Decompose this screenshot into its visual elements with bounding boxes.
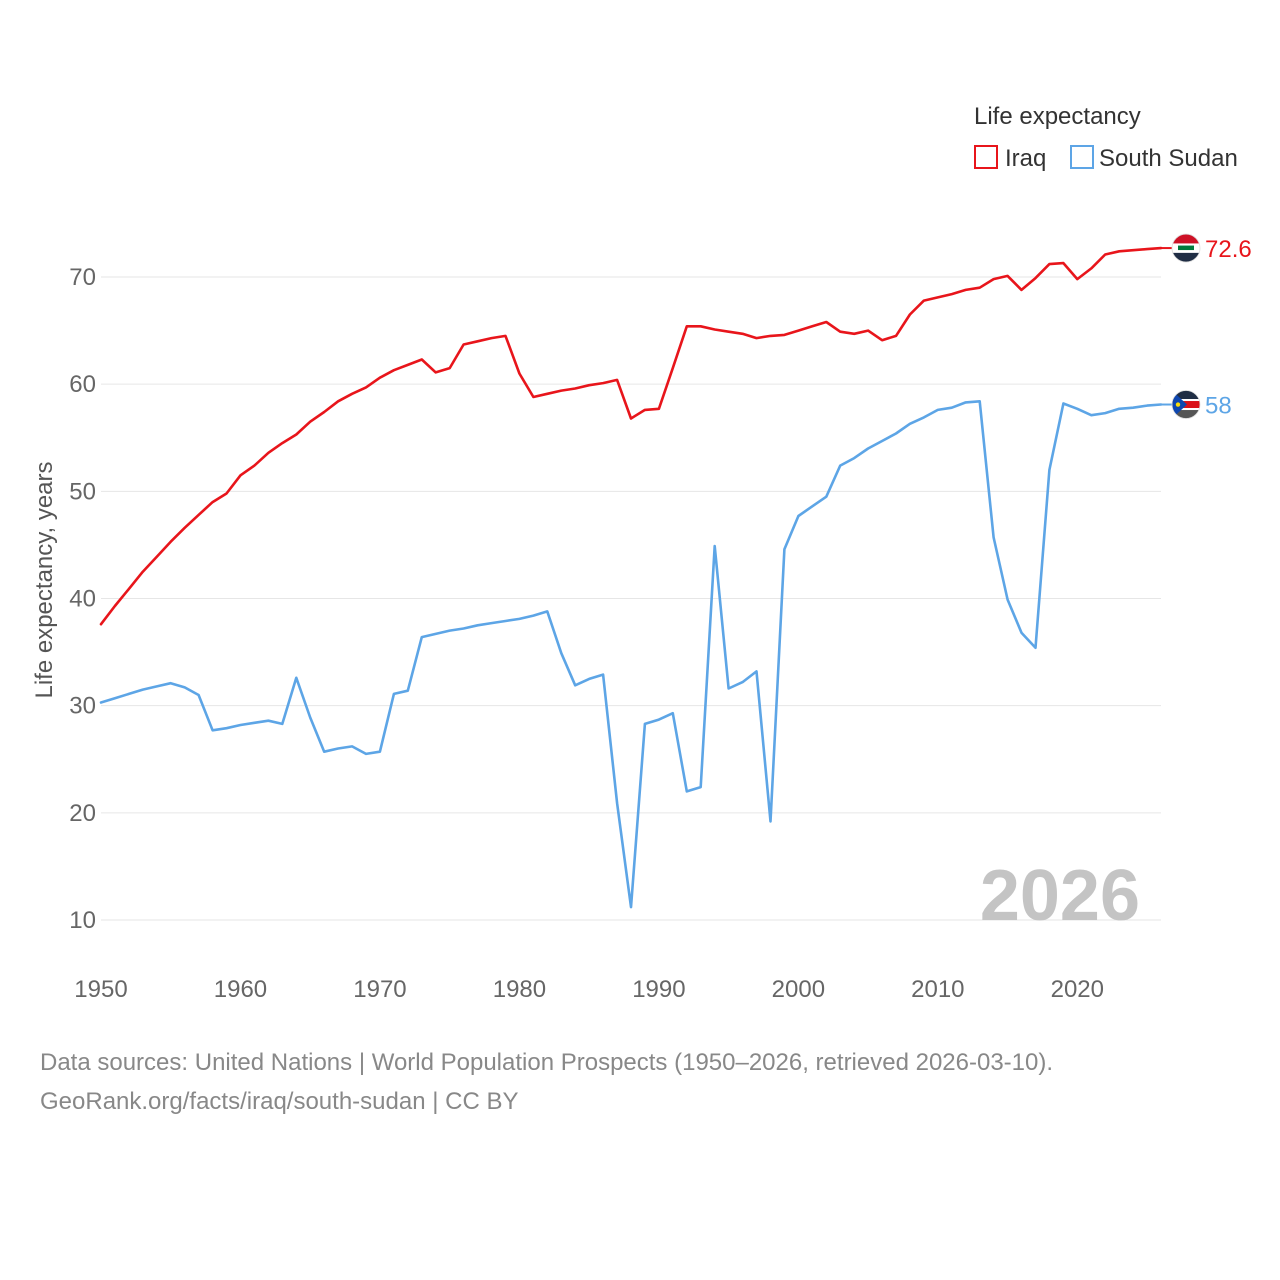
series-line-south-sudan[interactable] xyxy=(99,399,1163,909)
data-source-text: Data sources: United Nations | World Pop… xyxy=(40,1049,1054,1076)
legend-title: Life expectancy xyxy=(974,103,1141,130)
legend-label-iraq: Iraq xyxy=(1005,145,1046,172)
year-watermark: 2026 xyxy=(980,856,1140,936)
legend-item-south-sudan[interactable]: South Sudan xyxy=(1070,145,1238,172)
end-markers: 72.6 58 xyxy=(1161,233,1252,420)
legend-swatch-south-sudan xyxy=(1070,145,1094,169)
iraq-flag-icon xyxy=(1171,233,1201,263)
y-tick-label: 30 xyxy=(69,693,96,720)
y-axis: 10 20 30 40 50 60 70 xyxy=(69,264,96,934)
end-value-label-iraq: 72.6 xyxy=(1205,236,1252,263)
x-tick-label: 1980 xyxy=(493,976,546,1003)
x-tick-label: 2020 xyxy=(1051,976,1104,1003)
y-tick-label: 70 xyxy=(69,264,96,291)
series-line-iraq[interactable] xyxy=(99,246,1163,626)
y-tick-label: 40 xyxy=(69,586,96,613)
series-lines xyxy=(99,246,1163,909)
south-sudan-flag-icon xyxy=(1171,390,1201,419)
x-tick-label: 1960 xyxy=(214,976,267,1003)
x-tick-label: 1970 xyxy=(353,976,406,1003)
footer: Data sources: United Nations | World Pop… xyxy=(40,1043,1053,1121)
grid-lines xyxy=(101,276,1161,921)
x-tick-label: 2010 xyxy=(911,976,964,1003)
y-tick-label: 10 xyxy=(69,907,96,934)
legend-label-south-sudan: South Sudan xyxy=(1099,145,1238,172)
x-tick-label: 1950 xyxy=(74,976,127,1003)
x-tick-label: 1990 xyxy=(632,976,685,1003)
legend-item-iraq[interactable]: Iraq xyxy=(974,145,1046,172)
y-tick-label: 60 xyxy=(69,371,96,398)
y-tick-label: 50 xyxy=(69,478,96,505)
end-value-label-south-sudan: 58 xyxy=(1205,393,1232,420)
y-axis-label: Life expectancy, years xyxy=(31,461,58,698)
legend-swatch-iraq xyxy=(974,145,998,169)
x-tick-label: 2000 xyxy=(772,976,825,1003)
source-link[interactable]: GeoRank.org/facts/iraq/south-sudan | CC … xyxy=(40,1088,519,1115)
y-tick-label: 20 xyxy=(69,800,96,827)
x-axis: 1950 1960 1970 1980 1990 2000 2010 2020 xyxy=(74,976,1104,1003)
legend: Life expectancy Iraq South Sudan xyxy=(974,103,1238,172)
